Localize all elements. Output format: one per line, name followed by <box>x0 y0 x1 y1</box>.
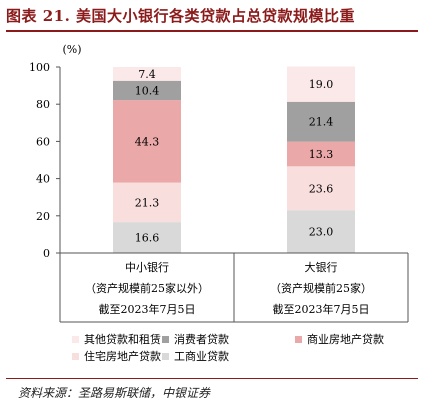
legend-label: 工商业贷款 <box>174 349 229 363</box>
y-tick-label: 80 <box>36 98 50 111</box>
x-category-label: 截至2023年7月5日 <box>273 302 370 316</box>
bar-segment <box>113 222 181 253</box>
data-label: 21.3 <box>135 196 160 209</box>
bar-segment <box>287 166 355 211</box>
data-label: 23.0 <box>309 226 334 239</box>
legend-swatch <box>162 353 169 360</box>
figure-title: 图表 21. 美国大小银行各类贷款占总贷款规模比重 <box>6 7 356 25</box>
x-category-label: （资产规模前25家以外） <box>85 281 209 295</box>
y-tick-label: 40 <box>36 173 50 186</box>
source-note: 资料来源：圣路易斯联储，中银证券 <box>18 386 211 400</box>
data-label: 44.3 <box>135 135 160 148</box>
bar-segment <box>113 182 181 223</box>
data-label: 23.6 <box>309 182 334 195</box>
data-label: 7.4 <box>138 68 156 81</box>
bar-segment <box>113 67 181 81</box>
title-rule <box>6 30 418 32</box>
x-category-label: 大银行 <box>305 260 338 274</box>
bar-segment <box>287 101 355 142</box>
legend-label: 商业房地产贷款 <box>307 332 384 346</box>
data-label: 10.4 <box>135 84 160 97</box>
legend-label: 消费者贷款 <box>174 332 229 346</box>
y-tick-label: 60 <box>36 135 50 148</box>
y-tick-label: 0 <box>43 247 50 260</box>
x-category-label: 截至2023年7月5日 <box>99 302 196 316</box>
x-category-label: （资产规模前25家） <box>270 281 372 295</box>
y-tick-label: 100 <box>29 61 50 74</box>
y-axis-unit-label: (%) <box>62 43 81 56</box>
stacked-bar-chart: (%) 0 20 40 60 80 100 16.6 21.3 44.3 10.4 7.4 23.0… <box>29 43 409 363</box>
x-category-label: 中小银行 <box>125 260 169 274</box>
data-label: 16.6 <box>135 232 160 245</box>
legend-label: 住宅房地产贷款 <box>84 349 161 363</box>
legend-swatch <box>72 336 79 343</box>
data-label: 13.3 <box>309 148 334 161</box>
legend-label: 其他贷款和租赁 <box>84 332 161 346</box>
legend-swatch <box>162 336 169 343</box>
bar-segment <box>287 141 355 167</box>
data-label: 19.0 <box>309 78 334 91</box>
legend-swatch <box>295 336 302 343</box>
bar-segment <box>113 100 181 183</box>
bar-segment <box>287 210 355 253</box>
bar-segment <box>287 66 355 102</box>
legend-swatch <box>72 353 79 360</box>
y-tick-label: 20 <box>36 210 50 223</box>
source-rule <box>6 378 418 379</box>
bar-segment <box>113 80 181 101</box>
data-label: 21.4 <box>309 116 334 129</box>
